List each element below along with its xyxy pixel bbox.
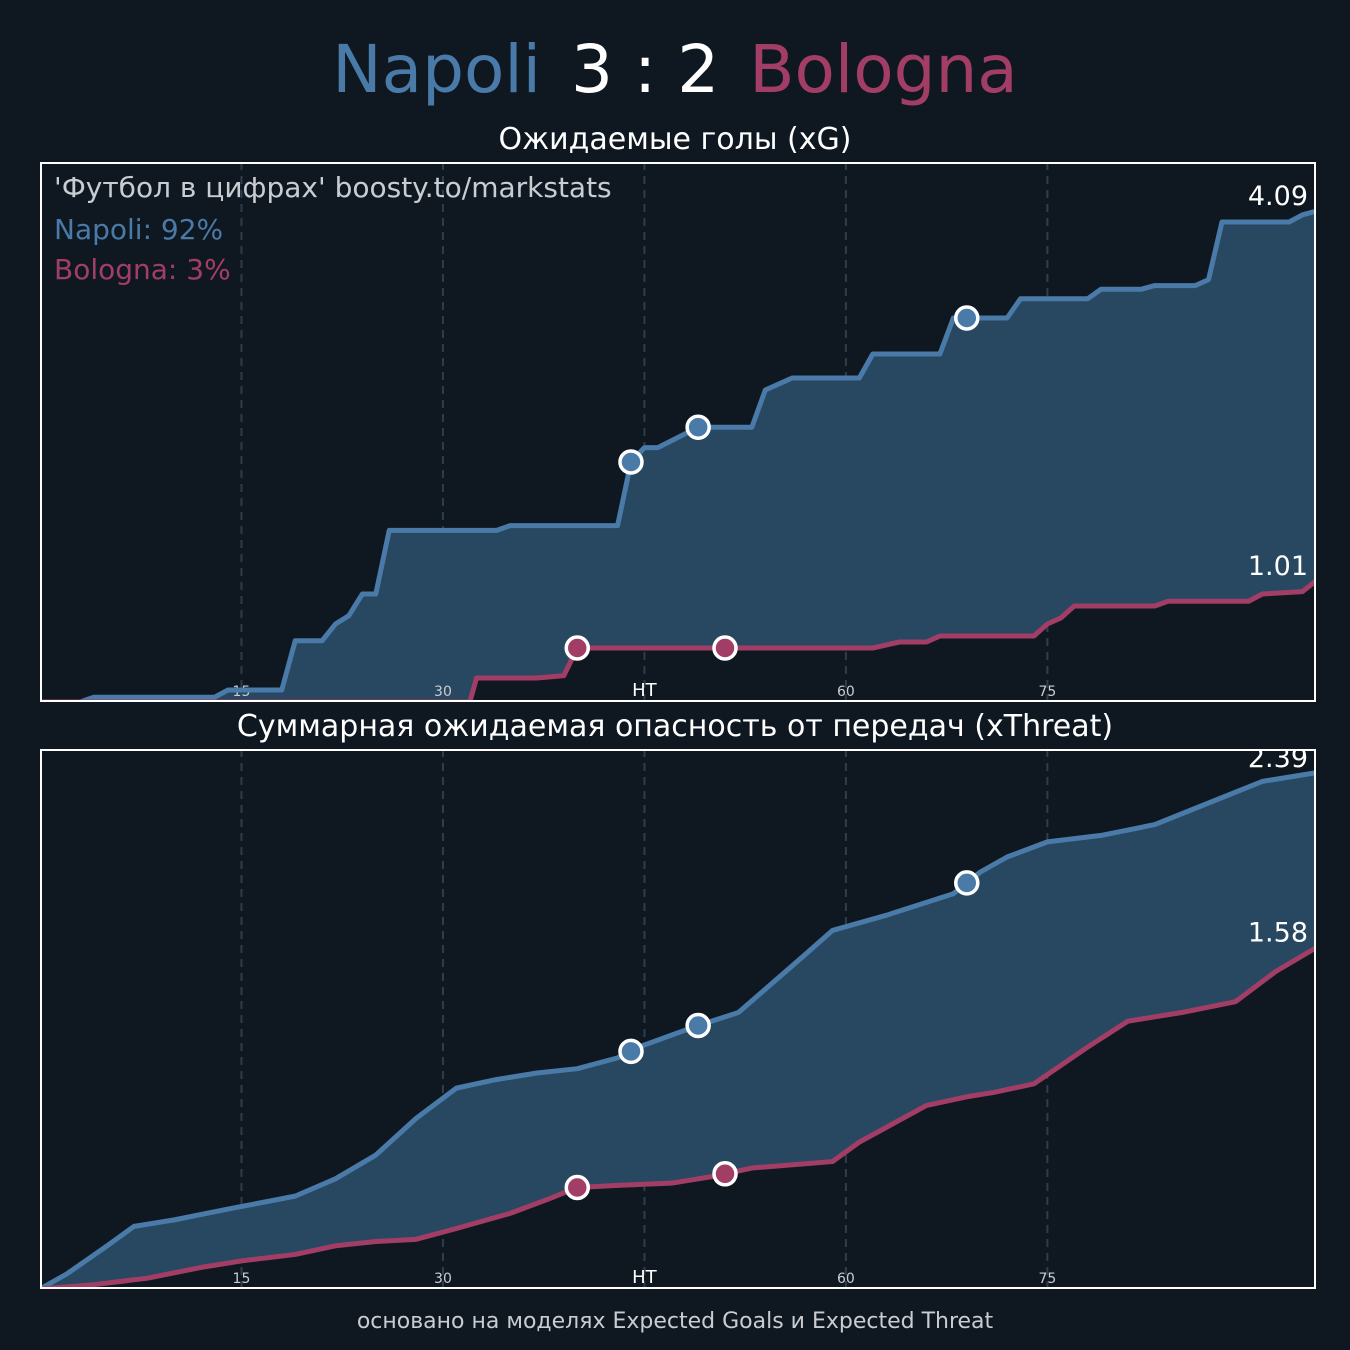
match-score: 3 : 2 (571, 31, 720, 108)
away-final-value: 1.58 (1248, 918, 1308, 949)
away-win-probability: Bologna: 3% (54, 253, 231, 286)
x-tick-label: 60 (837, 1271, 855, 1287)
home-goal-marker (954, 305, 980, 331)
away-goal-marker (712, 635, 738, 661)
home-team-name: Napoli (332, 31, 542, 108)
home-final-value: 2.39 (1248, 749, 1308, 774)
home-final-value: 4.09 (1248, 181, 1308, 212)
x-tick-label: 30 (434, 684, 452, 700)
fill-between-series (40, 772, 1316, 1289)
xg-chart-title: Ожидаемые голы (xG) (498, 122, 852, 157)
away-goal-marker (564, 635, 591, 661)
away-team-name: Bologna (749, 31, 1018, 108)
x-tick-label: HT (632, 680, 658, 701)
fill-between-series (40, 211, 1316, 702)
home-goal-marker (954, 870, 980, 896)
home-win-probability: Napoli: 92% (54, 213, 224, 246)
home-goal-marker (685, 1012, 711, 1039)
home-goal-marker (685, 414, 711, 440)
x-tick-label: HT (632, 1267, 658, 1288)
x-tick-label: 75 (1038, 684, 1056, 700)
home-xg-line (40, 770, 1316, 1289)
x-tick-label: 60 (837, 684, 855, 700)
chart-frame (40, 749, 1316, 1289)
away-goal-marker (564, 1174, 591, 1201)
away-final-value: 1.01 (1248, 551, 1308, 582)
away-xg-line (40, 945, 1316, 1289)
home-goal-marker (618, 1038, 644, 1065)
x-tick-label: 75 (1038, 1271, 1056, 1287)
xg-chart: 15 30 HT 60 754.091.01 (40, 162, 1316, 702)
chart-frame (40, 162, 1316, 702)
home-goal-marker (618, 449, 644, 475)
x-tick-label: 30 (434, 1271, 452, 1287)
xthreat-chart-title: Суммарная ожидаемая опасность от передач… (236, 709, 1114, 744)
away-goal-marker (712, 1161, 738, 1187)
away-xg-line (40, 578, 1316, 702)
match-title: Napoli 3 : 2 Bologna (0, 28, 1350, 112)
footer-note: основано на моделях Expected Goals и Exp… (356, 1309, 994, 1334)
credit-text: 'Футбол в цифрах' boosty.to/markstats (54, 171, 612, 204)
xthreat-chart: 15 30 HT 60 75 2.39 1.58 (40, 749, 1316, 1289)
x-tick-label: 15 (233, 1271, 251, 1287)
